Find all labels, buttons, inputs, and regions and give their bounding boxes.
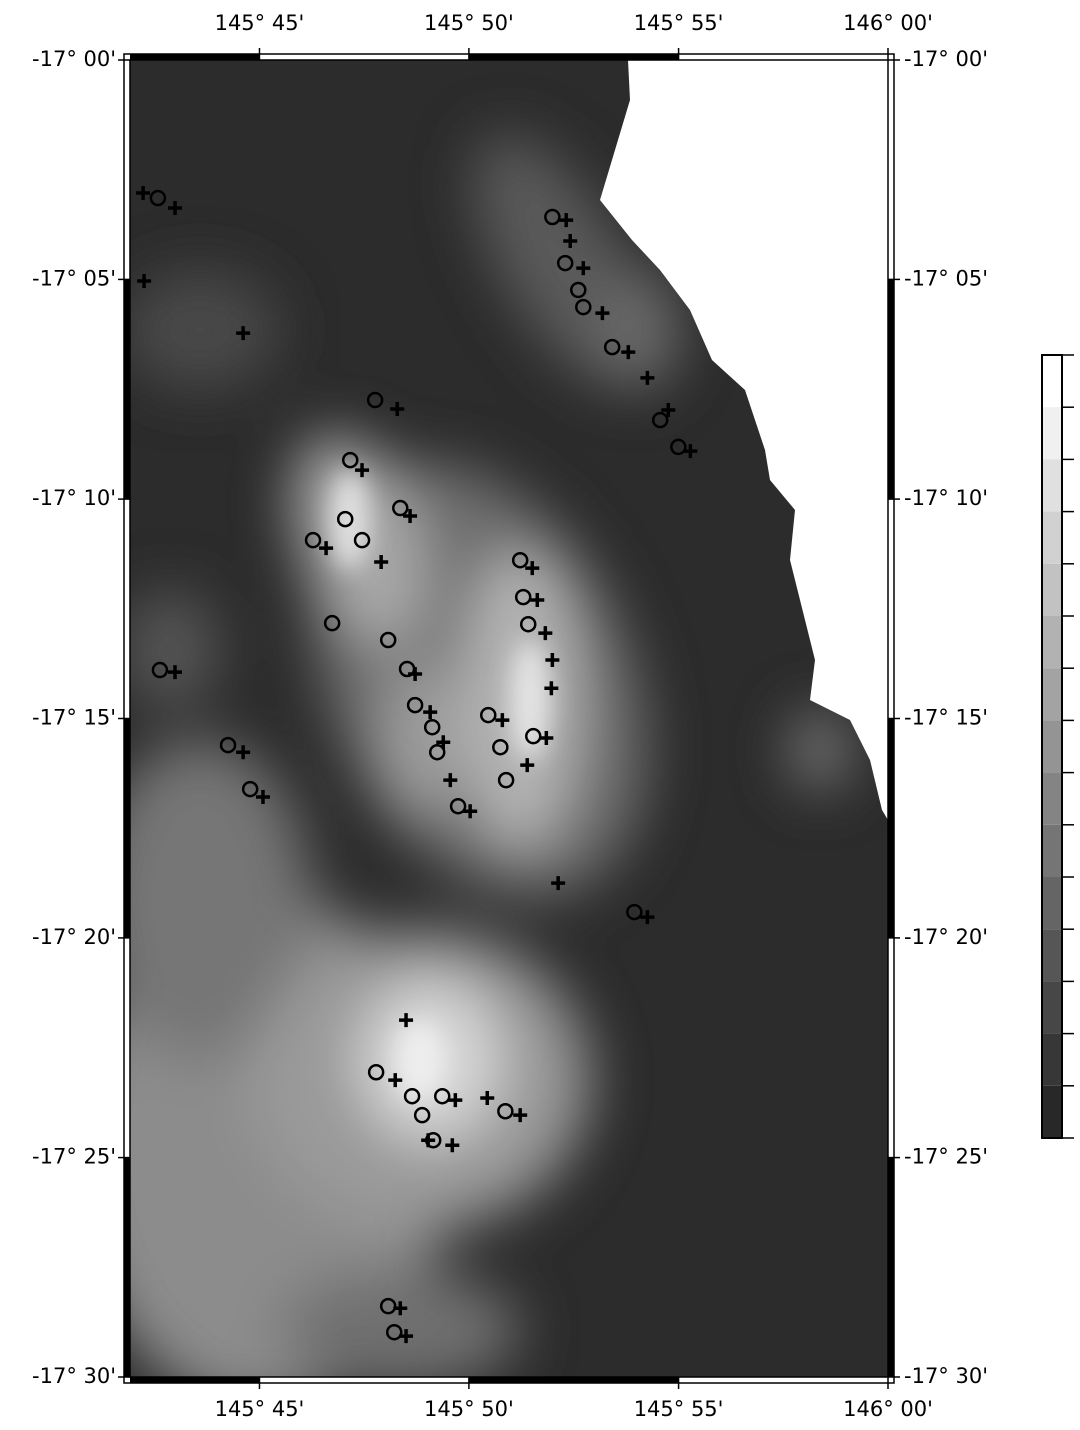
y-tick-label: -17° 25' (32, 1145, 116, 1169)
page: {"chart_data": {"type": "map", "xlim": [… (0, 0, 1080, 1430)
colorbar-step (1042, 825, 1062, 877)
frame-bar (124, 279, 130, 499)
frame-bar (130, 54, 259, 60)
y-tick-label: -17° 15' (32, 706, 116, 730)
y-tick-label: -17° 10' (904, 486, 988, 510)
frame-bar (888, 279, 894, 499)
x-tick-label: 145° 50' (424, 11, 514, 35)
frame-bar (469, 1377, 679, 1383)
colorbar-step (1042, 1034, 1062, 1086)
y-tick-label: -17° 30' (904, 1364, 988, 1388)
colorbar-step (1042, 668, 1062, 720)
colorbar-step (1042, 459, 1062, 511)
frame-bar (130, 1377, 259, 1383)
frame-bar (124, 1158, 130, 1377)
colorbar-step (1042, 929, 1062, 981)
terrain (70, 60, 888, 1410)
y-tick-label: -17° 00' (904, 47, 988, 71)
y-tick-label: -17° 25' (904, 1145, 988, 1169)
colorbar-step (1042, 877, 1062, 929)
x-tick-label: 145° 55' (634, 1397, 724, 1421)
colorbar (1042, 355, 1074, 1138)
y-tick-label: -17° 30' (32, 1364, 116, 1388)
x-tick-label: 145° 55' (634, 11, 724, 35)
y-tick-label: -17° 20' (904, 925, 988, 949)
y-tick-label: -17° 05' (32, 266, 116, 290)
colorbar-step (1042, 564, 1062, 616)
colorbar-step (1042, 981, 1062, 1033)
colorbar-step (1042, 720, 1062, 772)
colorbar-step (1042, 512, 1062, 564)
x-tick-label: 145° 45' (215, 11, 305, 35)
colorbar-step (1042, 355, 1062, 407)
colorbar-step (1042, 616, 1062, 668)
x-tick-label: 146° 00' (843, 1397, 933, 1421)
y-tick-label: -17° 05' (904, 266, 988, 290)
map-figure: 145° 45' 145° 45' 145° 50' 145° 50' 145° 55'… (0, 0, 1080, 1430)
y-tick-label: -17° 10' (32, 486, 116, 510)
frame-bar (888, 1158, 894, 1377)
colorbar-step (1042, 1086, 1062, 1138)
x-tick-label: 145° 50' (424, 1397, 514, 1421)
y-tick-label: -17° 00' (32, 47, 116, 71)
y-tick-label: -17° 15' (904, 706, 988, 730)
colorbar-step (1042, 773, 1062, 825)
frame-bar (888, 719, 894, 938)
y-tick-label: -17° 20' (32, 925, 116, 949)
colorbar-step (1042, 407, 1062, 459)
x-tick-label: 146° 00' (843, 11, 933, 35)
frame-bar (124, 719, 130, 938)
x-tick-label: 145° 45' (215, 1397, 305, 1421)
frame-bar (469, 54, 679, 60)
